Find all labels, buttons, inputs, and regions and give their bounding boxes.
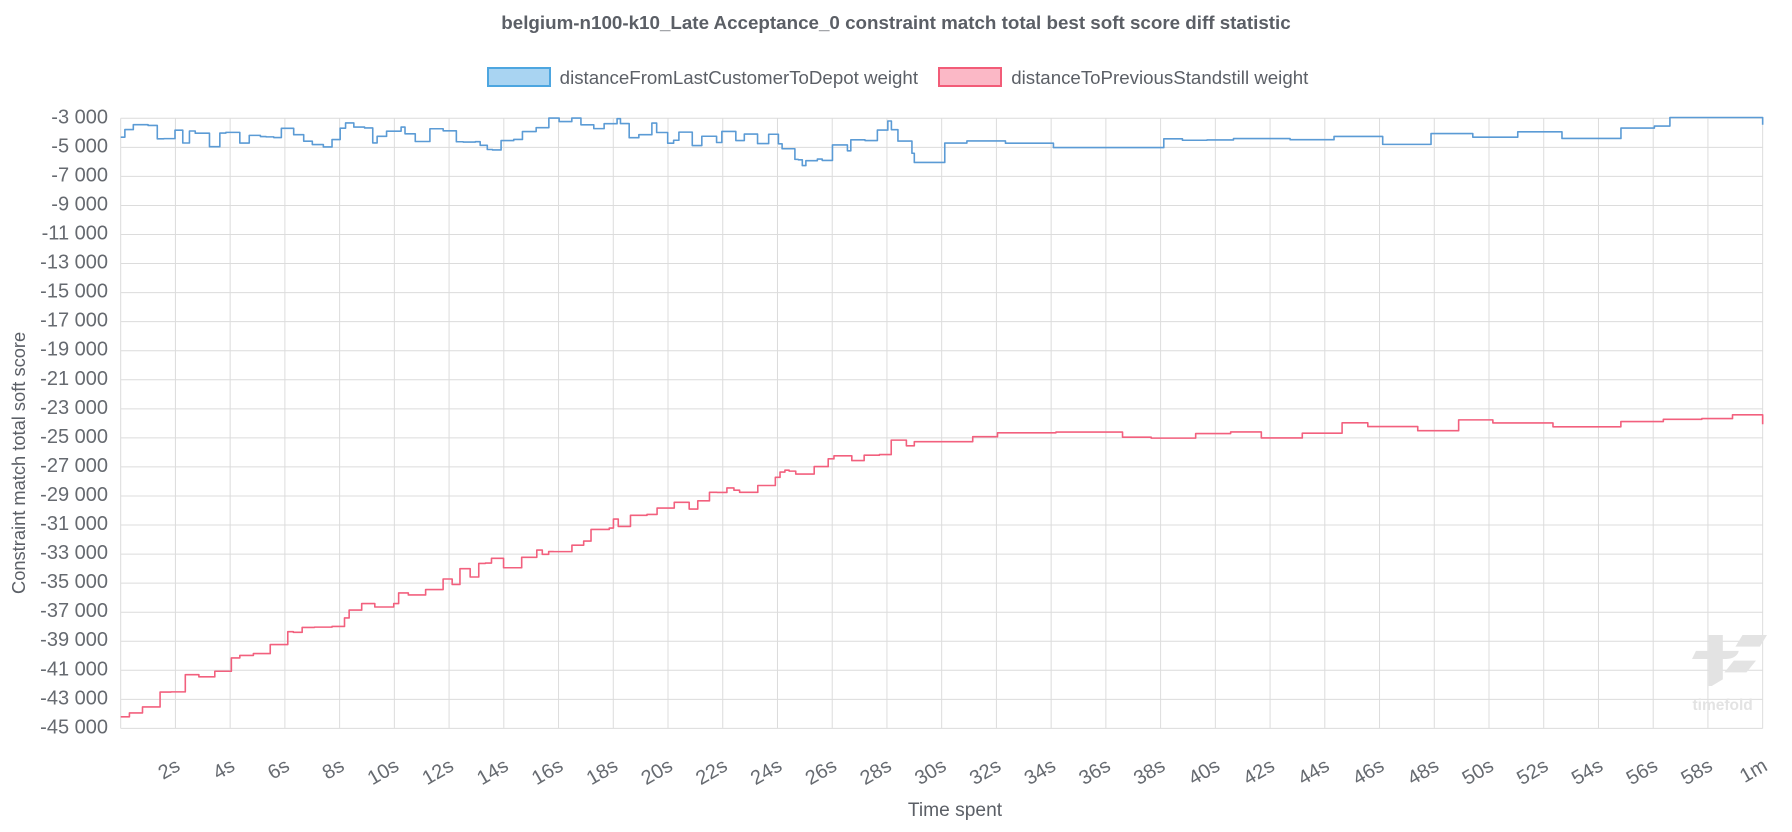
- svg-text:-9 000: -9 000: [51, 193, 108, 215]
- svg-text:46s: 46s: [1349, 755, 1388, 790]
- svg-text:24s: 24s: [747, 755, 786, 790]
- svg-text:-45 000: -45 000: [40, 716, 108, 738]
- svg-text:44s: 44s: [1294, 755, 1333, 790]
- svg-text:36s: 36s: [1075, 755, 1114, 790]
- svg-text:-13 000: -13 000: [40, 252, 108, 274]
- svg-text:-31 000: -31 000: [40, 513, 108, 535]
- svg-text:32s: 32s: [966, 755, 1005, 790]
- svg-text:-17 000: -17 000: [40, 310, 108, 332]
- svg-text:-11 000: -11 000: [42, 223, 108, 245]
- svg-text:-19 000: -19 000: [40, 339, 108, 361]
- svg-text:14s: 14s: [473, 755, 512, 790]
- svg-text:-23 000: -23 000: [40, 397, 108, 419]
- svg-text:26s: 26s: [802, 755, 841, 790]
- svg-text:40s: 40s: [1185, 755, 1224, 790]
- svg-text:timefold: timefold: [1693, 697, 1753, 714]
- svg-text:1m: 1m: [1736, 755, 1771, 788]
- svg-text:38s: 38s: [1130, 755, 1169, 790]
- svg-text:18s: 18s: [583, 755, 622, 790]
- svg-text:-35 000: -35 000: [40, 571, 108, 593]
- svg-text:-41 000: -41 000: [40, 658, 108, 680]
- svg-text:-33 000: -33 000: [40, 542, 108, 564]
- svg-text:54s: 54s: [1568, 755, 1607, 790]
- svg-text:-7 000: -7 000: [51, 164, 108, 186]
- svg-text:48s: 48s: [1404, 755, 1443, 790]
- svg-text:22s: 22s: [692, 755, 731, 790]
- svg-text:42s: 42s: [1240, 755, 1279, 790]
- svg-text:-37 000: -37 000: [40, 600, 108, 622]
- svg-text:58s: 58s: [1678, 755, 1717, 790]
- svg-text:4s: 4s: [209, 755, 238, 785]
- svg-text:-25 000: -25 000: [40, 426, 108, 448]
- svg-text:-3 000: -3 000: [51, 106, 108, 128]
- svg-text:-29 000: -29 000: [40, 484, 108, 506]
- svg-text:30s: 30s: [911, 755, 950, 790]
- svg-text:16s: 16s: [528, 755, 567, 790]
- svg-text:2s: 2s: [155, 755, 184, 785]
- svg-text:-39 000: -39 000: [40, 629, 108, 651]
- svg-text:52s: 52s: [1513, 755, 1552, 790]
- svg-text:8s: 8s: [319, 755, 348, 785]
- svg-text:-21 000: -21 000: [40, 368, 108, 390]
- svg-text:-27 000: -27 000: [40, 455, 108, 477]
- svg-text:56s: 56s: [1623, 755, 1662, 790]
- svg-text:50s: 50s: [1459, 755, 1498, 790]
- svg-text:-15 000: -15 000: [40, 281, 108, 303]
- svg-text:10s: 10s: [364, 755, 403, 790]
- svg-text:-5 000: -5 000: [51, 135, 108, 157]
- svg-text:34s: 34s: [1021, 755, 1060, 790]
- svg-text:28s: 28s: [857, 755, 896, 790]
- svg-text:12s: 12s: [419, 755, 458, 790]
- svg-text:6s: 6s: [264, 755, 293, 785]
- svg-text:-43 000: -43 000: [40, 687, 108, 709]
- svg-text:20s: 20s: [638, 755, 677, 790]
